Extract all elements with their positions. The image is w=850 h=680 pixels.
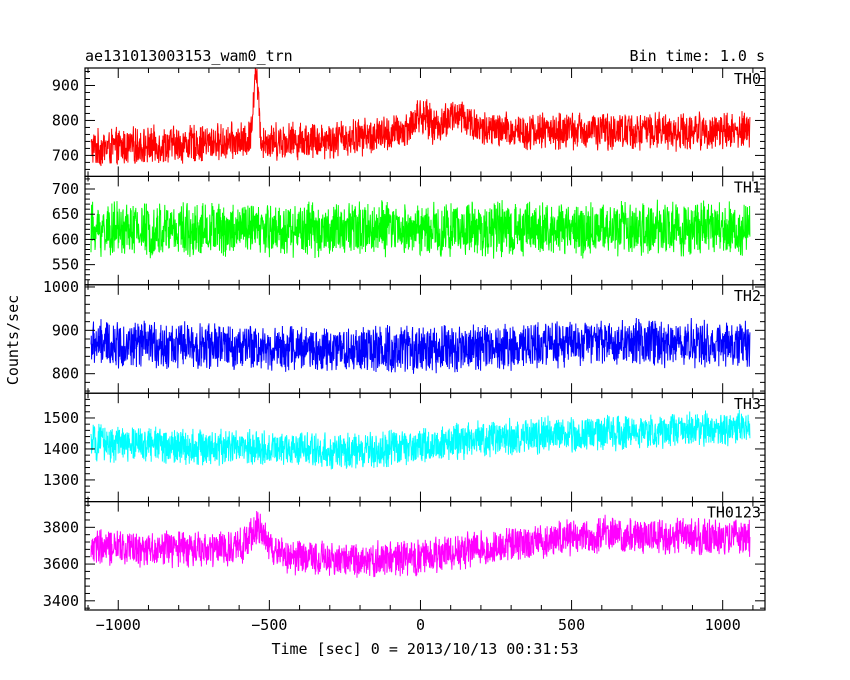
x-axis-label: Time [sec] 0 = 2013/10/13 00:31:53 xyxy=(271,640,578,658)
y-tick-label: 650 xyxy=(52,205,79,223)
y-tick-label: 1300 xyxy=(43,471,79,489)
y-tick-label: 3600 xyxy=(43,555,79,573)
y-tick-label: 800 xyxy=(52,111,79,129)
bin-time-label: Bin time: 1.0 s xyxy=(630,47,765,65)
y-tick-label: 1000 xyxy=(43,278,79,296)
panel-label-th3: TH3 xyxy=(734,395,761,413)
series-line-th0 xyxy=(90,68,751,167)
x-tick-label: −1000 xyxy=(96,616,141,634)
panel-label-th0123: TH0123 xyxy=(707,504,761,522)
y-tick-label: 800 xyxy=(52,365,79,383)
series-line-th0123 xyxy=(90,510,751,578)
y-tick-label: 1500 xyxy=(43,409,79,427)
panel-label-th1: TH1 xyxy=(734,178,761,196)
y-tick-label: 3400 xyxy=(43,592,79,610)
panel-stack: 700 800 900 TH0 550 600 650 700 TH1 800 900 1000 TH2… xyxy=(43,67,766,634)
panel-label-th0: TH0 xyxy=(734,70,761,88)
x-tick-label: 500 xyxy=(558,616,585,634)
y-tick-label: 1400 xyxy=(43,440,79,458)
series-line-th3 xyxy=(90,409,751,470)
y-tick-label: 700 xyxy=(52,180,79,198)
chart-title: ae131013003153_wam0_trn xyxy=(85,47,293,65)
y-axis-label: Counts/sec xyxy=(4,295,22,385)
panel-frame xyxy=(84,501,766,611)
y-tick-label: 900 xyxy=(52,321,79,339)
y-tick-label: 600 xyxy=(52,230,79,248)
y-tick-label: 550 xyxy=(52,256,79,274)
series-line-th2 xyxy=(90,317,751,374)
y-tick-label: 3800 xyxy=(43,518,79,536)
y-tick-label: 900 xyxy=(52,76,79,94)
x-tick-label: −500 xyxy=(251,616,287,634)
x-tick-label: 0 xyxy=(416,616,425,634)
x-tick-label: 1000 xyxy=(705,616,741,634)
panel-label-th2: TH2 xyxy=(734,287,761,305)
series-line-th1 xyxy=(90,199,751,259)
y-tick-label: 700 xyxy=(52,146,79,164)
